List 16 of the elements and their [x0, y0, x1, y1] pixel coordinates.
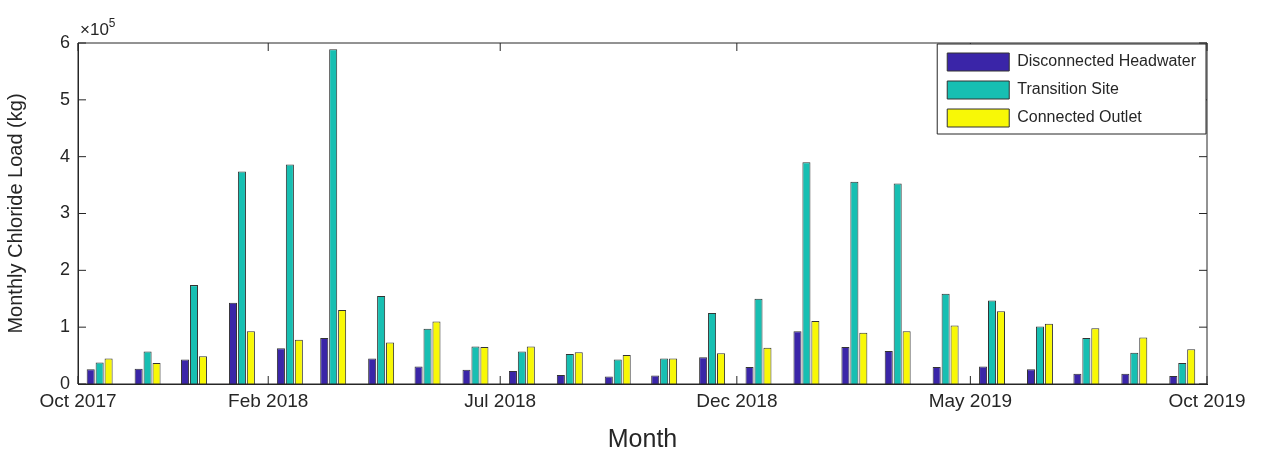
y-tick-label: 3: [59, 202, 70, 223]
x-axis-title: Month: [607, 423, 678, 452]
y-axis-title: Monthly Chloride Load (kg): [3, 93, 26, 334]
legend-label: Disconnected Headwater: [1017, 52, 1197, 70]
y-tick-label: 5: [59, 88, 70, 109]
x-tick-label: May 2019: [928, 389, 1013, 411]
x-tick-label: Jul 2018: [464, 389, 537, 411]
y-tick-label: 4: [59, 145, 70, 166]
x-tick-label: Dec 2018: [696, 389, 778, 411]
y-tick-label: 2: [59, 259, 70, 280]
legend-label: Transition Site: [1017, 80, 1120, 98]
y-tick-label: 1: [59, 316, 70, 337]
y-tick-label: 6: [59, 31, 70, 52]
legend-label: Connected Outlet: [1017, 108, 1143, 126]
x-tick-label: Oct 2019: [1168, 389, 1246, 411]
x-tick-label: Feb 2018: [228, 389, 309, 411]
